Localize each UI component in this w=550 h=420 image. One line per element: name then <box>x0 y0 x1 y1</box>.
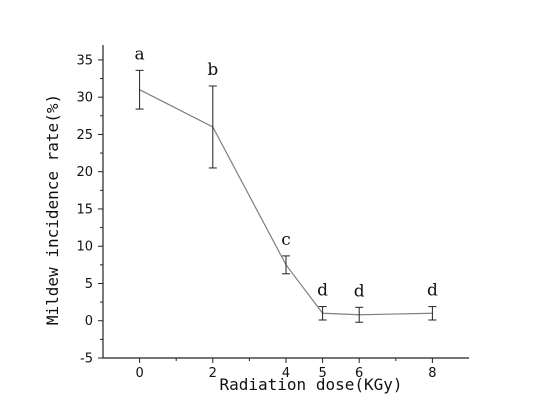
significance-label: a <box>135 44 145 64</box>
y-axis-title: Mildew incidence rate(%) <box>43 94 62 325</box>
y-tick-label: 5 <box>85 277 93 292</box>
series-line <box>139 89 433 316</box>
y-tick-label: 30 <box>76 91 93 106</box>
x-tick-label: 4 <box>282 366 290 381</box>
x-tick-label: 2 <box>209 366 217 381</box>
x-tick-label: 6 <box>355 366 363 381</box>
significance-label: c <box>281 230 291 250</box>
data-series <box>135 69 437 323</box>
significance-labels: a b c d d d <box>135 44 438 301</box>
y-tick-label: 35 <box>76 53 93 68</box>
x-tick-label: 8 <box>428 366 436 381</box>
ticks: -5 0 5 10 15 20 25 30 35 0 2 4 5 6 8 <box>76 53 436 381</box>
y-tick-label: 0 <box>85 314 93 329</box>
x-tick-label: 0 <box>135 366 143 381</box>
significance-label: d <box>427 281 438 301</box>
y-tick-label: 25 <box>76 128 93 143</box>
significance-label: d <box>317 281 328 301</box>
y-tick-label: 20 <box>76 165 93 180</box>
x-tick-label: 5 <box>318 366 326 381</box>
significance-label: b <box>207 60 218 80</box>
axes <box>102 45 469 359</box>
y-tick-label: -5 <box>80 352 93 367</box>
significance-label: d <box>354 281 365 301</box>
x-axis-title: Radiation dose(KGy) <box>219 375 402 394</box>
y-tick-label: 10 <box>76 240 93 255</box>
y-tick-label: 15 <box>76 202 93 217</box>
